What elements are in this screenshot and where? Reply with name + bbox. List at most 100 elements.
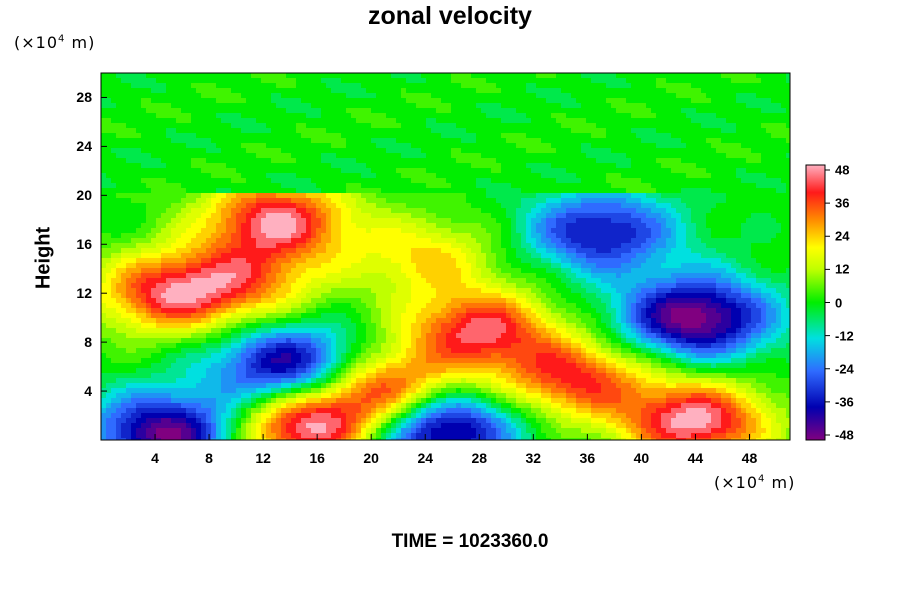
heatmap-cell bbox=[506, 163, 512, 169]
heatmap-cell bbox=[741, 208, 747, 214]
heatmap-cell bbox=[201, 218, 207, 224]
heatmap-cell bbox=[536, 103, 542, 109]
heatmap-cell bbox=[246, 248, 252, 254]
heatmap-cell bbox=[291, 218, 297, 224]
heatmap-cell bbox=[706, 93, 712, 99]
heatmap-cell bbox=[341, 183, 347, 189]
heatmap-cell bbox=[446, 183, 452, 189]
heatmap-cell bbox=[321, 118, 327, 124]
heatmap-cell bbox=[546, 188, 552, 194]
heatmap-cell bbox=[711, 213, 717, 219]
heatmap-cell bbox=[636, 183, 642, 189]
heatmap-cell bbox=[541, 83, 547, 89]
heatmap-cell bbox=[511, 233, 517, 239]
heatmap-cell bbox=[141, 243, 147, 249]
heatmap-cell bbox=[496, 73, 502, 79]
heatmap-cell bbox=[701, 158, 707, 164]
heatmap-cell bbox=[101, 143, 107, 149]
heatmap-cell bbox=[191, 223, 197, 229]
heatmap-cell bbox=[471, 93, 477, 99]
heatmap-cell bbox=[376, 133, 382, 139]
heatmap-cell bbox=[131, 118, 137, 124]
heatmap-cell bbox=[106, 173, 112, 179]
heatmap-cell bbox=[596, 93, 602, 99]
heatmap-cell bbox=[496, 238, 502, 244]
heatmap-cell bbox=[666, 153, 672, 159]
heatmap-cell bbox=[576, 208, 582, 214]
heatmap-cell bbox=[641, 148, 647, 154]
heatmap-cell bbox=[491, 223, 497, 229]
heatmap-cell bbox=[361, 93, 367, 99]
heatmap-cell bbox=[421, 193, 427, 199]
heatmap-cell bbox=[141, 103, 147, 109]
heatmap-cell bbox=[506, 73, 512, 79]
heatmap-cell bbox=[601, 168, 607, 174]
heatmap-cell bbox=[426, 158, 432, 164]
heatmap-cell bbox=[531, 183, 537, 189]
heatmap-cell bbox=[396, 213, 402, 219]
heatmap-cell bbox=[476, 248, 482, 254]
heatmap-cell bbox=[671, 128, 677, 134]
heatmap-cell bbox=[461, 228, 467, 234]
heatmap-cell bbox=[381, 133, 387, 139]
heatmap-cell bbox=[296, 73, 302, 79]
heatmap-cell bbox=[326, 238, 332, 244]
heatmap-cell bbox=[181, 133, 187, 139]
heatmap-cell bbox=[731, 83, 737, 89]
heatmap-cell bbox=[506, 238, 512, 244]
heatmap-cell bbox=[716, 173, 722, 179]
heatmap-cell bbox=[411, 233, 417, 239]
heatmap-cell bbox=[786, 143, 790, 149]
heatmap-cell bbox=[731, 93, 737, 99]
heatmap-cell bbox=[681, 198, 687, 204]
heatmap-cell bbox=[316, 133, 322, 139]
heatmap-cell bbox=[436, 213, 442, 219]
heatmap-cell bbox=[111, 173, 117, 179]
heatmap-cell bbox=[226, 153, 232, 159]
heatmap-cell bbox=[261, 238, 267, 244]
heatmap-cell bbox=[756, 153, 762, 159]
heatmap-cell bbox=[281, 208, 287, 214]
heatmap-cell bbox=[306, 218, 312, 224]
heatmap-cell bbox=[696, 178, 702, 184]
heatmap-cell bbox=[601, 93, 607, 99]
heatmap-cell bbox=[226, 253, 232, 259]
heatmap-cell bbox=[256, 233, 262, 239]
heatmap-cell bbox=[291, 78, 297, 84]
heatmap-cell bbox=[251, 123, 257, 129]
heatmap-cell bbox=[161, 143, 167, 149]
heatmap-cell bbox=[341, 133, 347, 139]
heatmap-cell bbox=[151, 243, 157, 249]
heatmap-cell bbox=[701, 133, 707, 139]
heatmap-cell bbox=[461, 188, 467, 194]
heatmap-cell bbox=[331, 193, 337, 199]
heatmap-cell bbox=[666, 108, 672, 114]
heatmap-cell bbox=[321, 153, 327, 159]
heatmap-cell bbox=[741, 123, 747, 129]
heatmap-cell bbox=[586, 138, 592, 144]
heatmap-cell bbox=[166, 218, 172, 224]
heatmap-cell bbox=[291, 128, 297, 134]
heatmap-cell bbox=[291, 213, 297, 219]
heatmap-cell bbox=[106, 118, 112, 124]
heatmap-cell bbox=[261, 218, 267, 224]
heatmap-cell bbox=[731, 143, 737, 149]
heatmap-cell bbox=[601, 173, 607, 179]
heatmap-cell bbox=[491, 183, 497, 189]
heatmap-cell bbox=[756, 238, 762, 244]
heatmap-cell bbox=[326, 128, 332, 134]
heatmap-cell bbox=[441, 133, 447, 139]
heatmap-cell bbox=[181, 213, 187, 219]
heatmap-cell bbox=[466, 78, 472, 84]
heatmap-cell bbox=[106, 183, 112, 189]
heatmap-cell bbox=[236, 123, 242, 129]
heatmap-cell bbox=[696, 138, 702, 144]
heatmap-cell bbox=[121, 113, 127, 119]
heatmap-cell bbox=[566, 143, 572, 149]
heatmap-cell bbox=[276, 238, 282, 244]
heatmap-cell bbox=[631, 173, 637, 179]
heatmap-cell bbox=[121, 203, 127, 209]
heatmap-cell bbox=[636, 248, 642, 254]
heatmap-cell bbox=[576, 108, 582, 114]
heatmap-cell bbox=[301, 188, 307, 194]
